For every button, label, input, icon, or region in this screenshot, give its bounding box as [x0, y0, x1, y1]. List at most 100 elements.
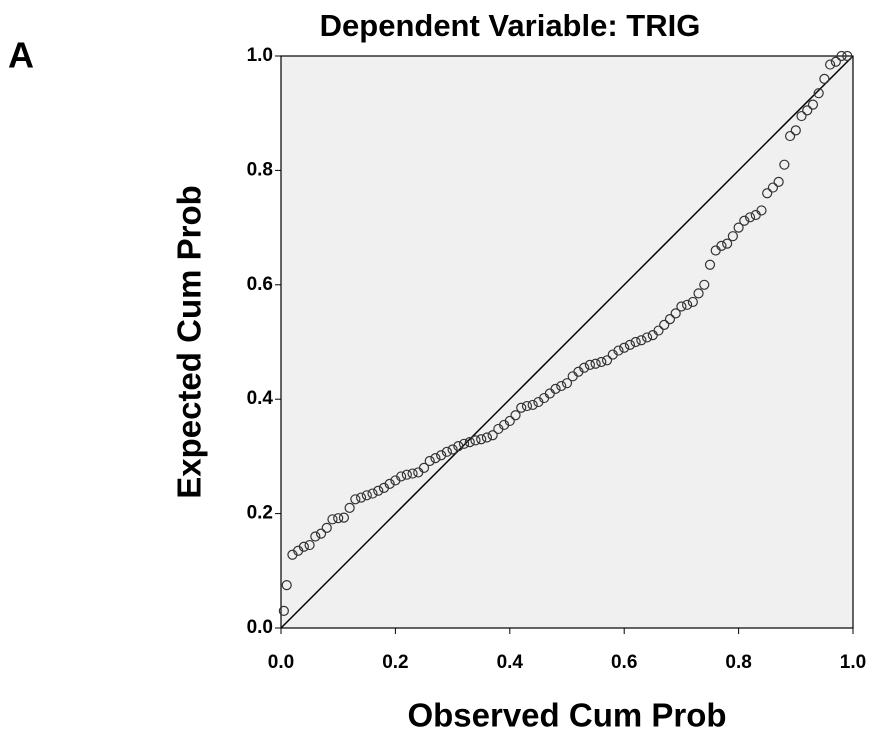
point: [813, 88, 824, 99]
point: [504, 415, 515, 427]
point: [441, 446, 452, 457]
point: [584, 359, 595, 370]
point: [476, 434, 487, 445]
point: [338, 512, 350, 523]
point: [693, 288, 704, 299]
point: [516, 402, 527, 413]
point: [653, 325, 664, 336]
y-tick-label: 0.0: [247, 617, 273, 638]
point: [310, 531, 321, 542]
point: [590, 358, 601, 369]
point: [527, 399, 538, 411]
point: [430, 453, 441, 464]
y-tick-label: 0.4: [247, 388, 274, 409]
point: [819, 73, 830, 84]
x-tick-label: 0.2: [382, 652, 408, 673]
panel-label: A: [8, 35, 34, 76]
point: [315, 528, 327, 539]
point: [298, 541, 309, 552]
point: [556, 380, 567, 392]
point: [470, 435, 481, 446]
point: [802, 105, 813, 116]
x-axis-label: Observed Cum Prob: [407, 697, 726, 734]
point: [481, 432, 493, 443]
point: [401, 469, 412, 480]
point: [836, 50, 847, 62]
point: [550, 383, 561, 395]
point: [458, 438, 470, 449]
point: [321, 522, 332, 534]
point: [447, 444, 458, 455]
point: [682, 299, 693, 310]
point: [733, 222, 744, 233]
point: [361, 490, 372, 501]
point: [579, 362, 590, 373]
point: [825, 59, 836, 70]
point: [762, 188, 773, 199]
point: [659, 319, 670, 330]
y-axis-label: Expected Cum Prob: [171, 185, 208, 499]
point: [561, 378, 573, 389]
point: [373, 485, 384, 496]
point: [424, 455, 435, 467]
chart-title: Dependent Variable: TRIG: [320, 8, 701, 43]
point: [355, 492, 367, 503]
point: [407, 468, 418, 479]
x-tick-label: 0.8: [725, 652, 751, 673]
y-tick-label: 1.0: [247, 45, 273, 66]
point: [773, 176, 784, 187]
point: [807, 99, 819, 110]
point: [384, 478, 395, 489]
point: [796, 110, 807, 122]
point: [830, 56, 841, 67]
point: [739, 215, 750, 226]
point: [727, 231, 738, 242]
point: [699, 279, 710, 290]
point: [601, 355, 613, 366]
y-tick-label: 0.2: [247, 503, 273, 524]
point: [367, 488, 378, 499]
point: [344, 502, 355, 513]
point: [641, 332, 653, 343]
point: [418, 462, 430, 473]
point: [613, 345, 624, 356]
x-tick-label: 0.4: [497, 652, 524, 673]
point: [670, 308, 681, 319]
point: [784, 130, 796, 142]
point: [722, 238, 733, 249]
point: [744, 212, 756, 223]
point: [687, 296, 698, 308]
reference-line: [280, 55, 854, 629]
point: [624, 339, 636, 350]
point: [676, 301, 687, 312]
point: [487, 430, 498, 441]
point: [636, 335, 647, 346]
x-tick-label: 0.6: [611, 652, 637, 673]
point: [842, 50, 853, 62]
point: [630, 336, 641, 348]
point: [464, 437, 475, 448]
point: [716, 240, 727, 252]
point: [596, 356, 607, 368]
x-tick-label: 1.0: [840, 652, 866, 673]
point: [767, 182, 779, 193]
point: [704, 259, 716, 270]
point: [333, 513, 344, 524]
point: [327, 514, 338, 525]
x-tick-label: 0.0: [268, 652, 294, 673]
point: [304, 539, 315, 551]
point: [619, 342, 630, 353]
point: [790, 125, 801, 136]
point: [453, 441, 464, 452]
point: [278, 605, 289, 616]
y-tick-label: 0.8: [247, 159, 273, 180]
point: [350, 494, 361, 505]
point: [521, 400, 533, 412]
point: [779, 159, 790, 170]
point: [756, 205, 767, 216]
y-tick-label: 0.6: [247, 274, 273, 295]
point: [281, 579, 292, 591]
point: [436, 450, 447, 461]
point: [664, 314, 676, 325]
